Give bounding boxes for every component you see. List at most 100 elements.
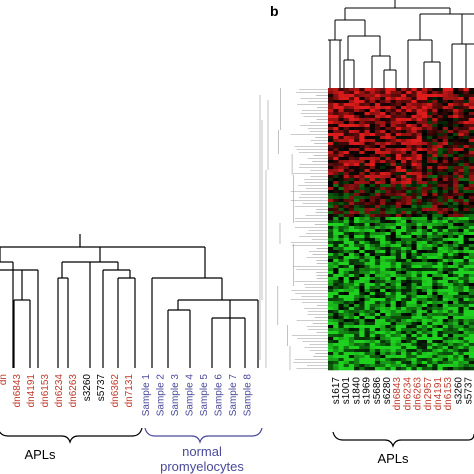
heatmap-cell [437, 301, 444, 305]
heatmap-cell [421, 334, 428, 338]
heatmap-cell [463, 367, 470, 371]
heatmap-cell [385, 124, 391, 128]
heatmap-cell [338, 112, 344, 116]
heatmap-cell [328, 112, 334, 116]
heatmap-cell [453, 337, 459, 341]
heatmap-cell [359, 259, 365, 263]
heatmap-cell [395, 103, 402, 107]
heatmap-cell [364, 184, 371, 188]
heatmap-cell [468, 307, 474, 311]
heatmap-cell [421, 118, 428, 122]
heatmap-cell [406, 160, 412, 164]
heatmap-cell [390, 163, 397, 167]
heatmap-cell [369, 268, 376, 272]
heatmap-cell [328, 328, 334, 332]
heatmap-cell [380, 367, 386, 371]
heatmap-cell [359, 214, 365, 218]
heatmap-cell [374, 337, 381, 341]
heatmap-cell [328, 187, 334, 191]
heatmap-cell [343, 361, 350, 365]
heatmap-cell [442, 358, 449, 362]
heatmap-cell [343, 340, 350, 344]
heatmap-cell [447, 139, 454, 143]
heatmap-cell [369, 262, 376, 266]
heatmap-cell [437, 109, 444, 113]
heatmap-cell [348, 112, 355, 116]
heatmap-cell [359, 88, 365, 92]
heatmap-cell [338, 211, 344, 215]
heatmap-cell [354, 97, 360, 101]
heatmap-cell [328, 178, 334, 182]
heatmap-cell [453, 193, 459, 197]
heatmap-cell [427, 349, 433, 353]
heatmap-cell [427, 313, 433, 317]
heatmap-cell [369, 184, 376, 188]
heatmap-cell [348, 229, 355, 233]
heatmap-cell [374, 244, 381, 248]
heatmap-cell [395, 253, 402, 257]
heatmap-cell [447, 91, 454, 95]
heatmap-cell [427, 298, 433, 302]
heatmap-cell [390, 361, 397, 365]
heatmap-cell [406, 199, 412, 203]
heatmap-cell [463, 289, 470, 293]
heatmap-cell [374, 103, 381, 107]
heatmap-cell [458, 175, 464, 179]
heatmap-cell [437, 139, 444, 143]
heatmap-cell [463, 220, 470, 224]
heatmap-cell [364, 310, 371, 314]
heatmap-cell [390, 346, 397, 350]
heatmap-cell [421, 337, 428, 341]
heatmap-cell [338, 289, 344, 293]
heatmap-cell [468, 175, 474, 179]
heatmap-cell [338, 169, 344, 173]
heatmap-cell [447, 226, 454, 230]
heatmap-cell [395, 304, 402, 308]
heatmap-cell [328, 229, 334, 233]
heatmap-cell [343, 319, 350, 323]
heatmap-cell [359, 97, 365, 101]
heatmap-cell [390, 250, 397, 254]
heatmap-cell [442, 352, 449, 356]
heatmap-cell [432, 367, 438, 371]
heatmap-cell [458, 118, 464, 122]
heatmap-cell [385, 292, 391, 296]
heatmap-cell [453, 190, 459, 194]
heatmap-cell [328, 235, 334, 239]
heatmap-cell [385, 244, 391, 248]
heatmap-cell [447, 154, 454, 158]
heatmap-cell [364, 109, 371, 113]
heatmap-cell [385, 139, 391, 143]
heatmap-cell [432, 124, 438, 128]
heatmap-cell [374, 343, 381, 347]
heatmap-cell [442, 142, 449, 146]
heatmap-cell [427, 301, 433, 305]
heatmap-cell [468, 217, 474, 221]
heatmap-cell [328, 163, 334, 167]
heatmap-cell [401, 352, 407, 356]
heatmap-cell [380, 232, 386, 236]
heatmap-cell [453, 268, 459, 272]
heatmap-cell [328, 292, 334, 296]
heatmap-cell [427, 115, 433, 119]
heatmap-cell [395, 367, 402, 371]
heatmap-cell [447, 322, 454, 326]
heatmap-cell [427, 196, 433, 200]
heatmap-cell [364, 196, 371, 200]
heatmap-cell [328, 340, 334, 344]
heatmap-cell [380, 256, 386, 260]
heatmap-cell [359, 217, 365, 221]
heatmap-cell [401, 274, 407, 278]
heatmap-cell [458, 238, 464, 242]
heatmap-cell [463, 307, 470, 311]
heatmap-cell [406, 229, 412, 233]
heatmap-cell [416, 358, 423, 362]
heatmap-cell [359, 283, 365, 287]
heatmap-cell [406, 337, 412, 341]
heatmap-cell [374, 100, 381, 104]
heatmap-cell [343, 178, 350, 182]
heatmap-cell [437, 217, 444, 221]
heatmap-cell [380, 106, 386, 110]
heatmap-cell [333, 214, 339, 218]
heatmap-cell [458, 367, 464, 371]
